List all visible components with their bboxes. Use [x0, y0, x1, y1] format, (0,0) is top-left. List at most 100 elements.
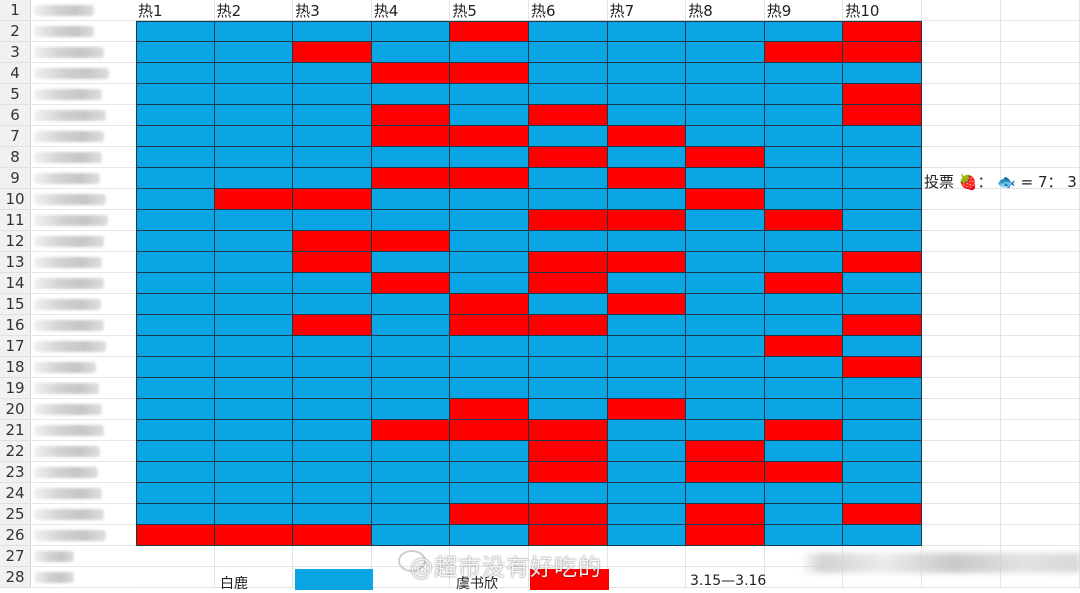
- vote-cell-red[interactable]: [450, 399, 529, 420]
- empty-cell[interactable]: [922, 252, 1001, 273]
- empty-cell[interactable]: [922, 441, 1001, 462]
- vote-cell-blue[interactable]: [450, 84, 529, 105]
- vote-cell-red[interactable]: [293, 189, 372, 210]
- vote-cell-blue[interactable]: [686, 21, 765, 42]
- vote-cell-red[interactable]: [607, 168, 687, 189]
- vote-cell-red[interactable]: [607, 252, 687, 273]
- empty-cell[interactable]: [1001, 126, 1080, 147]
- empty-cell[interactable]: [922, 0, 1001, 21]
- name-cell-blurred[interactable]: [32, 252, 136, 273]
- vote-cell-blue[interactable]: [293, 273, 372, 294]
- vote-cell-blue[interactable]: [450, 441, 529, 462]
- vote-cell-red[interactable]: [843, 252, 922, 273]
- vote-cell-blue[interactable]: [764, 483, 844, 504]
- vote-cell-blue[interactable]: [136, 294, 215, 315]
- vote-cell-blue[interactable]: [764, 525, 844, 546]
- name-cell-blurred[interactable]: [32, 210, 136, 231]
- empty-cell[interactable]: [922, 378, 1001, 399]
- vote-cell-blue[interactable]: [136, 252, 215, 273]
- vote-cell-red[interactable]: [686, 441, 765, 462]
- vote-cell-red[interactable]: [450, 294, 529, 315]
- vote-cell-red[interactable]: [371, 63, 451, 84]
- vote-cell-blue[interactable]: [843, 147, 922, 168]
- vote-cell-red[interactable]: [529, 105, 608, 126]
- vote-cell-blue[interactable]: [843, 336, 922, 357]
- vote-cell-blue[interactable]: [214, 252, 294, 273]
- vote-cell-blue[interactable]: [136, 84, 215, 105]
- empty-cell[interactable]: [1001, 0, 1080, 21]
- vote-cell-blue[interactable]: [293, 483, 372, 504]
- empty-cell[interactable]: [450, 567, 529, 588]
- row-number[interactable]: 28: [0, 567, 31, 588]
- empty-cell[interactable]: [1001, 357, 1080, 378]
- empty-cell[interactable]: [922, 231, 1001, 252]
- name-cell-blurred[interactable]: [32, 378, 136, 399]
- vote-cell-red[interactable]: [371, 273, 451, 294]
- vote-cell-red[interactable]: [214, 189, 294, 210]
- vote-cell-blue[interactable]: [686, 84, 765, 105]
- vote-cell-blue[interactable]: [293, 336, 372, 357]
- empty-cell[interactable]: [1001, 378, 1080, 399]
- vote-cell-blue[interactable]: [607, 420, 687, 441]
- vote-cell-blue[interactable]: [371, 84, 451, 105]
- row-number[interactable]: 3: [0, 42, 31, 63]
- vote-cell-blue[interactable]: [529, 294, 608, 315]
- vote-cell-blue[interactable]: [686, 357, 765, 378]
- vote-cell-blue[interactable]: [843, 378, 922, 399]
- vote-cell-blue[interactable]: [607, 105, 687, 126]
- row-number[interactable]: 10: [0, 189, 31, 210]
- name-cell-blurred[interactable]: [32, 126, 136, 147]
- empty-cell[interactable]: [922, 399, 1001, 420]
- vote-cell-blue[interactable]: [214, 168, 294, 189]
- vote-cell-blue[interactable]: [136, 168, 215, 189]
- vote-cell-blue[interactable]: [214, 378, 294, 399]
- column-header[interactable]: 热4: [371, 0, 451, 21]
- vote-cell-blue[interactable]: [607, 273, 687, 294]
- vote-cell-red[interactable]: [686, 504, 765, 525]
- name-cell-blurred[interactable]: [32, 63, 136, 84]
- vote-cell-red[interactable]: [293, 525, 372, 546]
- vote-cell-blue[interactable]: [686, 63, 765, 84]
- empty-cell[interactable]: [922, 357, 1001, 378]
- vote-cell-blue[interactable]: [450, 105, 529, 126]
- vote-cell-blue[interactable]: [686, 210, 765, 231]
- vote-cell-blue[interactable]: [529, 42, 608, 63]
- vote-cell-blue[interactable]: [686, 399, 765, 420]
- row-number[interactable]: 2: [0, 21, 31, 42]
- vote-cell-blue[interactable]: [371, 504, 451, 525]
- name-cell-blurred[interactable]: [32, 567, 136, 588]
- vote-cell-blue[interactable]: [214, 105, 294, 126]
- empty-cell[interactable]: [607, 567, 687, 588]
- vote-cell-red[interactable]: [764, 462, 844, 483]
- row-number[interactable]: 8: [0, 147, 31, 168]
- vote-cell-blue[interactable]: [214, 315, 294, 336]
- vote-cell-blue[interactable]: [764, 189, 844, 210]
- empty-cell[interactable]: [922, 462, 1001, 483]
- empty-cell[interactable]: [1001, 294, 1080, 315]
- vote-cell-blue[interactable]: [214, 21, 294, 42]
- vote-cell-blue[interactable]: [450, 483, 529, 504]
- vote-cell-blue[interactable]: [293, 357, 372, 378]
- vote-cell-blue[interactable]: [371, 441, 451, 462]
- empty-cell[interactable]: [1001, 525, 1080, 546]
- name-cell-blurred[interactable]: [32, 525, 136, 546]
- vote-cell-blue[interactable]: [607, 21, 687, 42]
- vote-cell-blue[interactable]: [371, 399, 451, 420]
- empty-cell[interactable]: [686, 567, 765, 588]
- vote-cell-blue[interactable]: [843, 420, 922, 441]
- row-number[interactable]: 11: [0, 210, 31, 231]
- vote-cell-blue[interactable]: [371, 336, 451, 357]
- vote-cell-blue[interactable]: [843, 483, 922, 504]
- empty-cell[interactable]: [529, 546, 608, 567]
- vote-cell-blue[interactable]: [214, 462, 294, 483]
- empty-cell[interactable]: [1001, 462, 1080, 483]
- empty-cell[interactable]: [922, 504, 1001, 525]
- vote-cell-blue[interactable]: [293, 399, 372, 420]
- vote-cell-blue[interactable]: [136, 210, 215, 231]
- vote-cell-blue[interactable]: [843, 525, 922, 546]
- empty-cell[interactable]: [922, 105, 1001, 126]
- vote-cell-blue[interactable]: [764, 252, 844, 273]
- vote-cell-red[interactable]: [136, 525, 215, 546]
- vote-cell-blue[interactable]: [214, 147, 294, 168]
- vote-cell-blue[interactable]: [607, 525, 687, 546]
